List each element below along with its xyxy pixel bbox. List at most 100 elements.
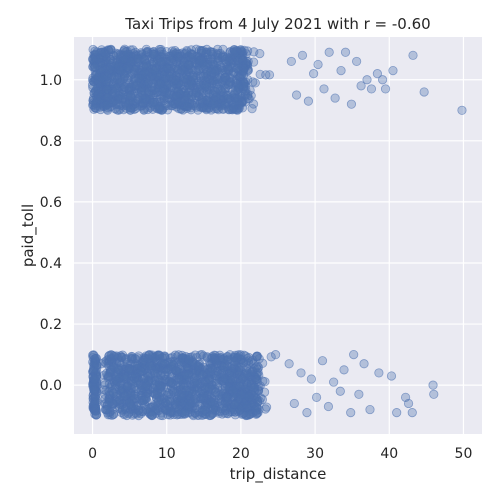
data-point bbox=[365, 404, 375, 415]
data-point bbox=[149, 353, 160, 363]
data-point bbox=[309, 69, 319, 79]
data-point bbox=[92, 47, 102, 57]
data-point bbox=[124, 364, 134, 374]
data-point bbox=[138, 98, 148, 108]
data-point bbox=[89, 385, 99, 395]
data-point bbox=[125, 399, 135, 409]
data-point bbox=[157, 57, 167, 67]
y-tick-label: 0.2 bbox=[40, 317, 62, 333]
data-point bbox=[193, 361, 204, 371]
data-point bbox=[90, 374, 100, 384]
data-point bbox=[457, 105, 467, 115]
data-point bbox=[119, 391, 129, 401]
x-axis-label: trip_distance bbox=[230, 465, 327, 484]
data-point bbox=[119, 82, 129, 92]
data-point bbox=[362, 75, 372, 85]
data-point bbox=[252, 364, 263, 374]
data-point bbox=[192, 410, 203, 420]
data-point bbox=[126, 45, 136, 55]
data-point bbox=[259, 387, 270, 397]
data-point bbox=[147, 410, 157, 420]
data-point bbox=[167, 359, 177, 369]
data-point bbox=[125, 105, 135, 115]
data-point bbox=[336, 65, 346, 76]
data-point bbox=[198, 351, 209, 361]
data-point bbox=[197, 370, 207, 380]
data-point bbox=[248, 99, 259, 109]
data-point bbox=[228, 102, 239, 113]
data-point bbox=[330, 93, 340, 103]
data-point bbox=[110, 371, 121, 381]
y-tick-label: 0.4 bbox=[40, 256, 62, 272]
data-point bbox=[284, 359, 294, 369]
data-point bbox=[109, 351, 119, 361]
data-point bbox=[103, 92, 113, 103]
y-tick-label: 1.0 bbox=[40, 73, 62, 89]
data-point bbox=[133, 54, 144, 64]
data-point bbox=[187, 92, 197, 102]
data-point bbox=[160, 405, 171, 415]
data-point bbox=[236, 45, 246, 55]
data-point bbox=[211, 356, 221, 366]
data-point bbox=[112, 105, 122, 115]
data-point bbox=[136, 367, 146, 377]
data-point bbox=[122, 381, 132, 392]
data-point bbox=[354, 389, 364, 399]
data-point bbox=[386, 371, 397, 381]
data-point bbox=[377, 75, 388, 85]
data-point bbox=[199, 391, 209, 401]
data-point bbox=[235, 351, 245, 361]
data-point bbox=[109, 72, 120, 82]
data-point bbox=[111, 396, 121, 407]
data-point bbox=[408, 50, 418, 60]
x-tick-label: 10 bbox=[158, 446, 176, 462]
data-point bbox=[313, 59, 323, 70]
y-tick-label: 0.0 bbox=[40, 378, 62, 394]
data-point bbox=[88, 83, 98, 93]
data-point bbox=[193, 65, 203, 76]
data-point bbox=[221, 72, 231, 83]
data-point bbox=[150, 102, 160, 112]
data-point bbox=[156, 44, 166, 55]
data-point bbox=[324, 47, 334, 57]
data-point bbox=[250, 78, 260, 88]
data-point bbox=[255, 49, 265, 59]
data-point bbox=[419, 87, 429, 97]
data-point bbox=[131, 377, 141, 388]
data-point bbox=[254, 396, 264, 406]
data-point bbox=[296, 368, 306, 378]
data-point bbox=[213, 56, 223, 66]
data-point bbox=[219, 372, 229, 382]
data-point bbox=[205, 374, 215, 385]
data-point bbox=[366, 84, 377, 94]
data-point bbox=[155, 80, 165, 90]
data-point bbox=[179, 73, 189, 84]
data-point bbox=[234, 81, 244, 91]
data-point bbox=[176, 390, 187, 400]
data-point bbox=[169, 48, 179, 58]
data-point bbox=[166, 55, 176, 65]
data-point bbox=[208, 399, 218, 409]
data-point bbox=[264, 70, 275, 80]
x-tick-label: 0 bbox=[88, 446, 97, 462]
data-point bbox=[329, 377, 339, 387]
data-point bbox=[323, 401, 334, 412]
data-point bbox=[251, 405, 261, 415]
data-point bbox=[111, 50, 122, 60]
data-point bbox=[169, 387, 179, 397]
data-point bbox=[428, 380, 438, 390]
data-point bbox=[302, 408, 312, 418]
data-point bbox=[286, 56, 296, 67]
data-point bbox=[132, 80, 142, 90]
data-point bbox=[126, 90, 136, 101]
data-point bbox=[92, 395, 102, 406]
x-tick-label: 20 bbox=[232, 446, 250, 462]
data-point bbox=[319, 84, 329, 94]
data-point bbox=[111, 83, 121, 93]
data-point bbox=[119, 409, 129, 420]
data-point bbox=[102, 404, 112, 415]
data-point bbox=[184, 60, 194, 70]
data-point bbox=[102, 100, 112, 110]
data-point bbox=[149, 66, 159, 76]
